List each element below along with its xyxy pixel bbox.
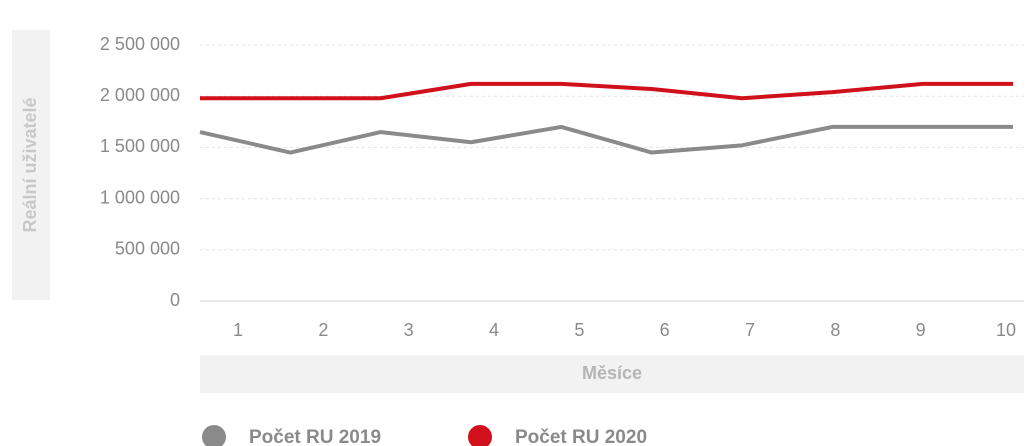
x-tick-label: 4 (489, 320, 499, 340)
legend-marker (202, 425, 226, 446)
y-tick-label: 1 500 000 (100, 136, 180, 156)
line (199, 124, 1013, 155)
x-tick-label: 7 (745, 320, 755, 340)
x-tick-label: 6 (660, 320, 670, 340)
y-axis-label: Reální uživatelé (20, 97, 40, 232)
y-tick-label: 0 (170, 290, 180, 310)
y-label-band (12, 30, 50, 300)
y-tick-label: 1 000 000 (100, 187, 180, 207)
x-tick-label: 10 (996, 320, 1016, 340)
x-axis-label: Měsíce (582, 363, 642, 383)
legend-label: Počet RU 2020 (515, 427, 647, 446)
x-label-band (200, 355, 1024, 393)
y-tick-label: 500 000 (115, 239, 180, 259)
x-tick-label: 9 (916, 320, 926, 340)
y-tick-label: 2 000 000 (100, 85, 180, 105)
legend-label: Počet RU 2019 (249, 427, 381, 446)
x-tick-label: 1 (233, 320, 243, 340)
x-tick-label: 3 (404, 320, 414, 340)
legend-marker (468, 425, 492, 446)
y-tick-label: 2 500 000 (100, 34, 180, 54)
x-tick-label: 2 (318, 320, 328, 340)
x-tick-label: 8 (830, 320, 840, 340)
x-tick-label: 5 (574, 320, 584, 340)
line (200, 81, 1013, 101)
